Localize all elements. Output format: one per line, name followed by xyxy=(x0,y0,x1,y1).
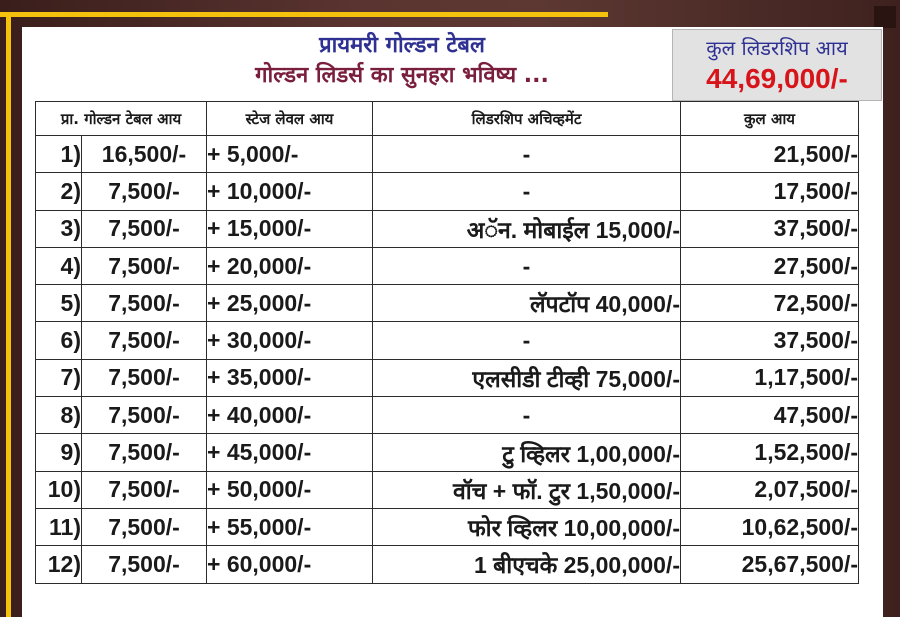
primary-income-cell: 16,500/- xyxy=(80,134,208,174)
achievement-cell: - xyxy=(372,396,682,435)
total-income-cell: 25,67,500/- xyxy=(680,545,860,584)
table-row: 7) 7,500/- + 35,000/- एलसीडी टीव्ही 75,000/… xyxy=(35,358,860,398)
primary-income-cell: 7,500/- xyxy=(80,433,208,472)
total-income-cell: 47,500/- xyxy=(680,396,860,435)
primary-income-cell: 7,500/- xyxy=(80,358,208,398)
heading: प्रायमरी गोल्डन टेबल गोल्डन लिडर्स का सु… xyxy=(172,31,632,91)
total-income-cell: 2,07,500/- xyxy=(680,470,860,509)
total-income-cell: 27,500/- xyxy=(680,246,860,286)
row-number: 6) xyxy=(35,321,82,360)
table-row: 12) 7,500/- + 60,000/- 1 बीएचके 25,00,000/-… xyxy=(35,545,860,584)
total-leadership-income-box: कुल लिडरशिप आय 44,69,000/- xyxy=(672,29,882,101)
corner-mark xyxy=(874,6,896,28)
row-number: 8) xyxy=(35,396,82,435)
column-header-total: कुल आय xyxy=(680,101,860,136)
total-label: कुल लिडरशिप आय xyxy=(706,36,848,60)
primary-income-cell: 7,500/- xyxy=(80,172,208,211)
column-header-primary: प्रा. गोल्डन टेबल आय xyxy=(34,101,208,136)
row-number: 1) xyxy=(35,134,82,174)
stage-income-cell: + 60,000/- xyxy=(206,545,374,584)
row-number: 5) xyxy=(35,284,82,323)
total-income-cell: 1,17,500/- xyxy=(680,358,860,398)
row-number: 4) xyxy=(35,246,82,286)
stage-income-cell: + 35,000/- xyxy=(206,358,374,398)
primary-income-cell: 7,500/- xyxy=(80,396,208,435)
decorative-line-top xyxy=(0,12,608,17)
row-number: 9) xyxy=(35,433,82,472)
title-line-1: प्रायमरी गोल्डन टेबल xyxy=(319,33,485,58)
income-panel: प्रायमरी गोल्डन टेबल गोल्डन लिडर्स का सु… xyxy=(22,27,883,617)
total-income-cell: 17,500/- xyxy=(680,172,860,211)
stage-income-cell: + 5,000/- xyxy=(206,134,374,174)
column-header-achievement: लिडरशिप अचिव्हमेंट xyxy=(372,101,682,136)
table-row: 8) 7,500/- + 40,000/- -47,500/- xyxy=(35,396,860,435)
row-number: 12) xyxy=(35,545,82,584)
stage-income-cell: + 20,000/- xyxy=(206,246,374,286)
row-number: 7) xyxy=(35,358,82,398)
table-row: 9) 7,500/- + 45,000/- टु व्हिलर 1,00,000/- 1… xyxy=(35,433,860,472)
stage-income-cell: + 50,000/- xyxy=(206,470,374,509)
stage-income-cell: + 55,000/- xyxy=(206,507,374,547)
primary-income-cell: 7,500/- xyxy=(80,470,208,509)
row-number: 3) xyxy=(35,209,82,248)
table-row: 3) 7,500/- + 15,000/- अॅन. मोबाईल 15,000/- 3… xyxy=(35,209,860,248)
table-row: 10) 7,500/- + 50,000/- वॉच + फॉ. टुर 1,50,0… xyxy=(35,470,860,509)
stage-income-cell: + 30,000/- xyxy=(206,321,374,360)
table-row: 11) 7,500/- + 55,000/- फोर व्हिलर 10,00,000… xyxy=(35,507,860,547)
stage-income-cell: + 40,000/- xyxy=(206,396,374,435)
total-value: 44,69,000/- xyxy=(706,63,848,94)
achievement-cell: वॉच + फॉ. टुर 1,50,000/- xyxy=(372,470,682,509)
primary-income-cell: 7,500/- xyxy=(80,321,208,360)
row-number: 2) xyxy=(35,172,82,211)
achievement-cell: एलसीडी टीव्ही 75,000/- xyxy=(372,358,682,398)
achievement-cell: - xyxy=(372,134,682,174)
achievement-cell: फोर व्हिलर 10,00,000/- xyxy=(372,507,682,547)
total-income-cell: 37,500/- xyxy=(680,209,860,248)
achievement-cell: लॅपटॉप 40,000/- xyxy=(372,284,682,323)
table-body: 1) 16,500/- + 5,000/- -21,500/- 2) 7,500/- + 1… xyxy=(35,134,860,584)
table-row: 1) 16,500/- + 5,000/- -21,500/- xyxy=(35,134,860,174)
achievement-cell: 1 बीएचके 25,00,000/- xyxy=(372,545,682,584)
total-income-cell: 1,52,500/- xyxy=(680,433,860,472)
achievement-cell: - xyxy=(372,172,682,211)
achievement-cell: - xyxy=(372,246,682,286)
table-row: 2) 7,500/- + 10,000/- -17,500/- xyxy=(35,172,860,211)
achievement-cell: टु व्हिलर 1,00,000/- xyxy=(372,433,682,472)
row-number: 11) xyxy=(35,507,82,547)
title-line-2: गोल्डन लिडर्स का सुनहरा भविष्य ... xyxy=(255,63,549,88)
primary-income-cell: 7,500/- xyxy=(80,209,208,248)
table-header-row: प्रा. गोल्डन टेबल आय स्टेज लेवल आय लिडरश… xyxy=(34,101,860,136)
stage-income-cell: + 25,000/- xyxy=(206,284,374,323)
total-income-cell: 10,62,500/- xyxy=(680,507,860,547)
achievement-cell: - xyxy=(372,321,682,360)
row-number: 10) xyxy=(35,470,82,509)
primary-income-cell: 7,500/- xyxy=(80,284,208,323)
stage-income-cell: + 15,000/- xyxy=(206,209,374,248)
decorative-line-left xyxy=(6,12,11,617)
stage-income-cell: + 10,000/- xyxy=(206,172,374,211)
table-row: 6) 7,500/- + 30,000/- -37,500/- xyxy=(35,321,860,360)
total-income-cell: 37,500/- xyxy=(680,321,860,360)
achievement-cell: अॅन. मोबाईल 15,000/- xyxy=(372,209,682,248)
primary-income-cell: 7,500/- xyxy=(80,507,208,547)
table-row: 4) 7,500/- + 20,000/- -27,500/- xyxy=(35,246,860,286)
column-header-stage: स्टेज लेवल आय xyxy=(206,101,374,136)
total-income-cell: 72,500/- xyxy=(680,284,860,323)
primary-income-cell: 7,500/- xyxy=(80,545,208,584)
table-row: 5) 7,500/- + 25,000/- लॅपटॉप 40,000/- 72,500… xyxy=(35,284,860,323)
stage-income-cell: + 45,000/- xyxy=(206,433,374,472)
income-table: प्रा. गोल्डन टेबल आय स्टेज लेवल आय लिडरश… xyxy=(34,101,860,584)
total-income-cell: 21,500/- xyxy=(680,134,860,174)
primary-income-cell: 7,500/- xyxy=(80,246,208,286)
